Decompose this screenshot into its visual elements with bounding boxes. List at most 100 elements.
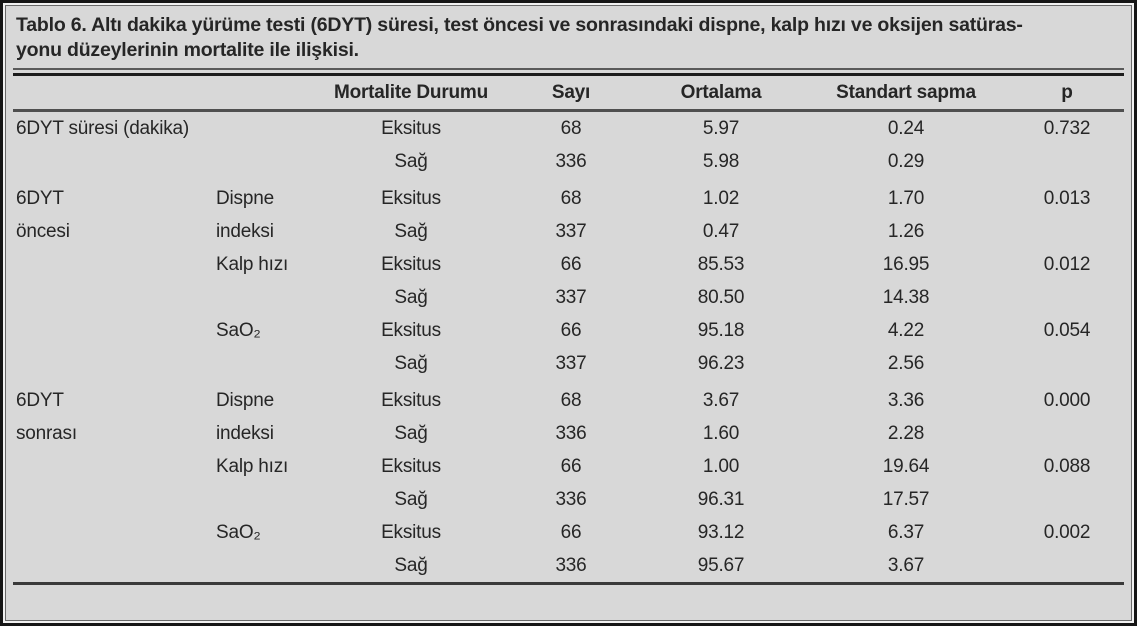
table-row: SaO₂ Eksitus 66 95.18 4.22 0.054: [6, 314, 1131, 347]
cell-status: Sağ: [394, 422, 428, 444]
cell-group: 6DYT süresi (dakika): [16, 117, 190, 139]
cell-mean: 93.12: [697, 521, 745, 543]
table-row: öncesi indeksi Sağ 337 0.47 1.26: [6, 215, 1131, 248]
cell-n: 337: [555, 352, 587, 374]
cell-sd: 6.37: [887, 521, 925, 543]
header-status: Mortalite Durumu: [333, 81, 489, 103]
table-row: 6DYT süresi (dakika) Eksitus 68 5.97 0.2…: [6, 112, 1131, 145]
cell-sd: 14.38: [882, 286, 930, 308]
cell-mean: 5.98: [702, 150, 740, 172]
cell-mean: 1.00: [702, 455, 740, 477]
cell-measure: SaO₂: [216, 521, 261, 543]
cell-group: 6DYT: [16, 187, 64, 209]
header-sd: Standart sapma: [836, 81, 976, 103]
cell-sd: 16.95: [882, 253, 930, 275]
cell-mean: 1.02: [702, 187, 740, 209]
cell-sd: 2.28: [887, 422, 925, 444]
cell-mean: 96.31: [697, 488, 745, 510]
table-row: SaO₂ Eksitus 66 93.12 6.37 0.002: [6, 516, 1131, 549]
cell-sd: 0.29: [887, 150, 925, 172]
cell-sd: 4.22: [887, 319, 925, 341]
table-caption: Tablo 6. Altı dakika yürüme testi (6DYT)…: [6, 6, 1131, 68]
cell-mean: 80.50: [697, 286, 745, 308]
table-row: 6DYT Dispne Eksitus 68 3.67 3.36 0.000: [6, 384, 1131, 417]
table-body: 6DYT süresi (dakika) Eksitus 68 5.97 0.2…: [6, 112, 1131, 582]
cell-measure: indeksi: [216, 220, 274, 242]
cell-status: Sağ: [394, 150, 428, 172]
cell-sd: 19.64: [882, 455, 930, 477]
cell-mean: 5.97: [702, 117, 740, 139]
table-row: Kalp hızı Eksitus 66 85.53 16.95 0.012: [6, 248, 1131, 281]
cell-n: 336: [555, 488, 587, 510]
table-panel: Tablo 6. Altı dakika yürüme testi (6DYT)…: [5, 5, 1132, 621]
cell-status: Eksitus: [381, 389, 441, 411]
cell-p: 0.012: [1043, 253, 1091, 275]
cell-measure: Dispne: [216, 389, 274, 411]
cell-mean: 3.67: [702, 389, 740, 411]
bottom-rule: [13, 582, 1124, 585]
cell-n: 336: [555, 422, 587, 444]
cell-measure: Kalp hızı: [216, 455, 289, 477]
table-row: Sağ 337 96.23 2.56: [6, 347, 1131, 380]
cell-status: Eksitus: [381, 319, 441, 341]
cell-n: 66: [560, 521, 582, 543]
cell-status: Eksitus: [381, 187, 441, 209]
cell-n: 68: [560, 389, 582, 411]
cell-sd: 1.70: [887, 187, 925, 209]
table-row: Sağ 337 80.50 14.38: [6, 281, 1131, 314]
cell-n: 68: [560, 117, 582, 139]
cell-sd: 17.57: [882, 488, 930, 510]
table-row: Sağ 336 95.67 3.67: [6, 549, 1131, 582]
cell-status: Sağ: [394, 488, 428, 510]
cell-p: 0.088: [1043, 455, 1091, 477]
table-row: 6DYT Dispne Eksitus 68 1.02 1.70 0.013: [6, 182, 1131, 215]
cell-group: öncesi: [16, 220, 70, 242]
cell-mean: 96.23: [697, 352, 745, 374]
cell-sd: 3.36: [887, 389, 925, 411]
header-n: Sayı: [551, 81, 591, 103]
cell-sd: 3.67: [887, 554, 925, 576]
cell-mean: 1.60: [702, 422, 740, 444]
cell-measure: indeksi: [216, 422, 274, 444]
cell-status: Sağ: [394, 286, 428, 308]
table-row: Kalp hızı Eksitus 66 1.00 19.64 0.088: [6, 450, 1131, 483]
caption-line-1: Tablo 6. Altı dakika yürüme testi (6DYT)…: [16, 14, 1023, 36]
table-row: sonrası indeksi Sağ 336 1.60 2.28: [6, 417, 1131, 450]
panel-footer-space: [6, 585, 1131, 620]
cell-mean: 95.18: [697, 319, 745, 341]
cell-status: Eksitus: [381, 117, 441, 139]
table-row: Sağ 336 96.31 17.57: [6, 483, 1131, 516]
cell-group: 6DYT: [16, 389, 64, 411]
cell-status: Eksitus: [381, 455, 441, 477]
cell-group: sonrası: [16, 422, 77, 444]
cell-n: 336: [555, 554, 587, 576]
caption-rule: [13, 68, 1124, 76]
header-rule: [13, 109, 1124, 112]
cell-p: 0.013: [1043, 187, 1091, 209]
cell-p: 0.054: [1043, 319, 1091, 341]
cell-n: 66: [560, 455, 582, 477]
cell-status: Sağ: [394, 220, 428, 242]
cell-n: 337: [555, 220, 587, 242]
cell-p: 0.002: [1043, 521, 1091, 543]
cell-n: 337: [555, 286, 587, 308]
cell-p: 0.732: [1043, 117, 1091, 139]
cell-status: Sağ: [394, 554, 428, 576]
table-header-row: Mortalite Durumu Sayı Ortalama Standart …: [6, 76, 1131, 109]
cell-n: 66: [560, 253, 582, 275]
cell-sd: 1.26: [887, 220, 925, 242]
cell-mean: 95.67: [697, 554, 745, 576]
cell-sd: 0.24: [887, 117, 925, 139]
caption-line-2: yonu düzeylerinin mortalite ile ilişkisi…: [16, 39, 359, 61]
cell-measure: Kalp hızı: [216, 253, 289, 275]
cell-mean: 0.47: [702, 220, 740, 242]
cell-n: 68: [560, 187, 582, 209]
cell-status: Eksitus: [381, 521, 441, 543]
header-p: p: [1061, 81, 1073, 103]
cell-status: Sağ: [394, 352, 428, 374]
cell-measure: SaO₂: [216, 319, 261, 341]
header-mean: Ortalama: [680, 81, 762, 103]
cell-mean: 85.53: [697, 253, 745, 275]
cell-status: Eksitus: [381, 253, 441, 275]
